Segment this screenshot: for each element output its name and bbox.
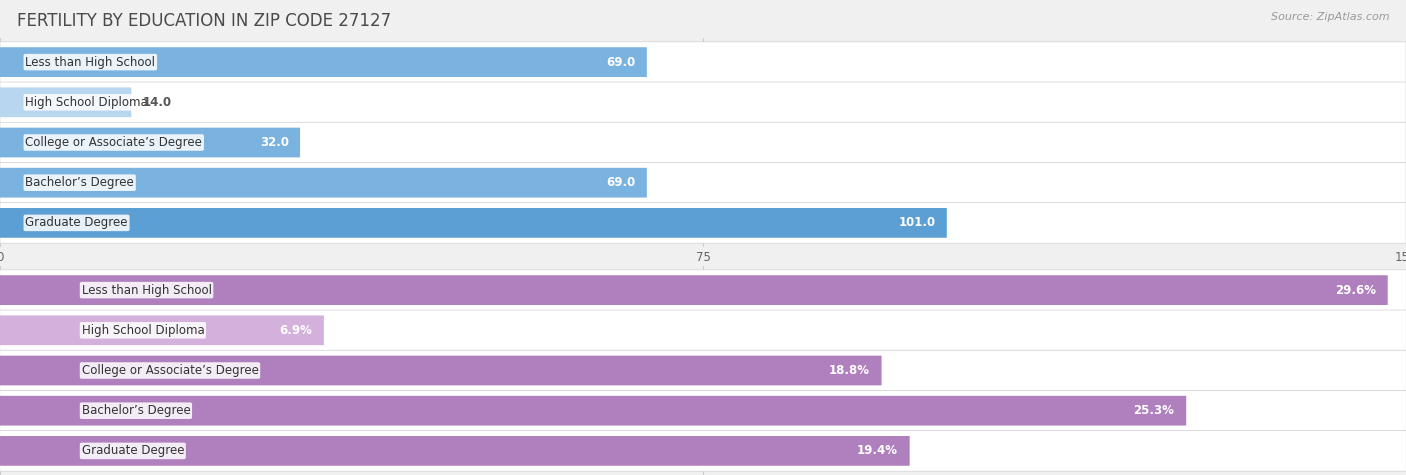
FancyBboxPatch shape	[0, 162, 1406, 203]
Text: 19.4%: 19.4%	[858, 445, 898, 457]
FancyBboxPatch shape	[0, 436, 910, 466]
Text: High School Diploma: High School Diploma	[25, 96, 148, 109]
FancyBboxPatch shape	[0, 128, 299, 157]
FancyBboxPatch shape	[0, 350, 1406, 391]
Text: Less than High School: Less than High School	[25, 56, 155, 68]
Text: High School Diploma: High School Diploma	[82, 324, 204, 337]
FancyBboxPatch shape	[0, 356, 882, 385]
Text: Bachelor’s Degree: Bachelor’s Degree	[25, 176, 134, 189]
Text: FERTILITY BY EDUCATION IN ZIP CODE 27127: FERTILITY BY EDUCATION IN ZIP CODE 27127	[17, 12, 391, 30]
FancyBboxPatch shape	[0, 202, 1406, 243]
FancyBboxPatch shape	[0, 315, 323, 345]
FancyBboxPatch shape	[0, 42, 1406, 83]
Text: Source: ZipAtlas.com: Source: ZipAtlas.com	[1271, 12, 1389, 22]
Text: 101.0: 101.0	[898, 217, 935, 229]
Text: Less than High School: Less than High School	[82, 284, 211, 296]
FancyBboxPatch shape	[0, 431, 1406, 471]
Text: Bachelor’s Degree: Bachelor’s Degree	[82, 404, 190, 417]
FancyBboxPatch shape	[0, 310, 1406, 351]
Text: Graduate Degree: Graduate Degree	[82, 445, 184, 457]
FancyBboxPatch shape	[0, 122, 1406, 163]
Text: 69.0: 69.0	[606, 56, 636, 68]
Text: 29.6%: 29.6%	[1336, 284, 1376, 296]
FancyBboxPatch shape	[0, 270, 1406, 311]
FancyBboxPatch shape	[0, 396, 1187, 426]
FancyBboxPatch shape	[0, 390, 1406, 431]
FancyBboxPatch shape	[0, 275, 1388, 305]
Text: College or Associate’s Degree: College or Associate’s Degree	[82, 364, 259, 377]
FancyBboxPatch shape	[0, 82, 1406, 123]
FancyBboxPatch shape	[0, 168, 647, 198]
Text: 25.3%: 25.3%	[1133, 404, 1174, 417]
FancyBboxPatch shape	[0, 47, 647, 77]
FancyBboxPatch shape	[0, 208, 946, 238]
Text: 69.0: 69.0	[606, 176, 636, 189]
FancyBboxPatch shape	[0, 87, 131, 117]
Text: 6.9%: 6.9%	[280, 324, 312, 337]
Text: 18.8%: 18.8%	[830, 364, 870, 377]
Text: Graduate Degree: Graduate Degree	[25, 217, 128, 229]
Text: 32.0: 32.0	[260, 136, 288, 149]
Text: College or Associate’s Degree: College or Associate’s Degree	[25, 136, 202, 149]
Text: 14.0: 14.0	[142, 96, 172, 109]
